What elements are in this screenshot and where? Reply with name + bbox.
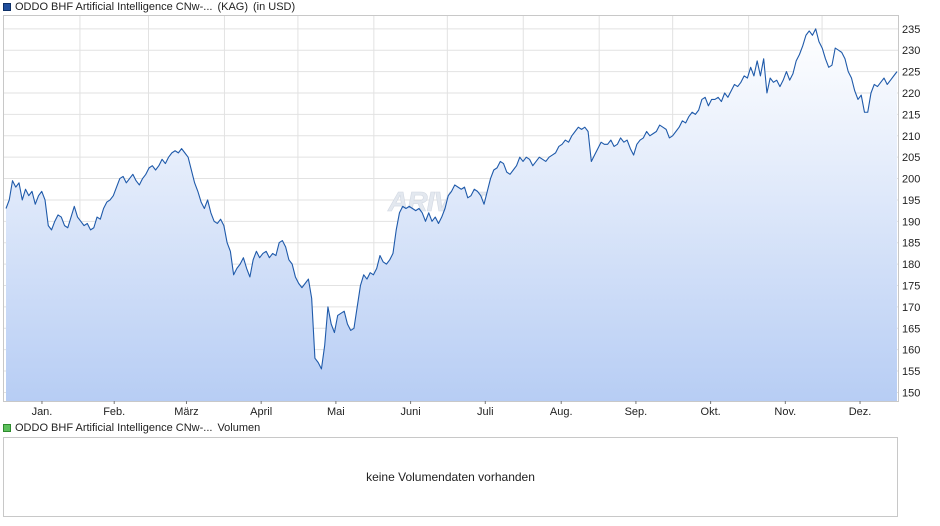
price-chart[interactable]: ARIVA.DE 1501551601651701751801851901952… (0, 15, 940, 419)
volume-legend: ODDO BHF Artificial Intelligence CNw-...… (3, 421, 265, 435)
y-tick-label: 210 (902, 131, 920, 143)
y-tick-label: 235 (902, 24, 920, 36)
y-axis: 150 155 160 165 170 175 180 185 190 195 200 205 210 2… (902, 24, 920, 400)
price-area-fill (6, 28, 897, 402)
y-tick-label: 185 (902, 238, 920, 250)
x-tick-label: Feb. (103, 406, 125, 418)
price-series-line (5, 28, 898, 370)
volume-legend-name: ODDO BHF Artificial Intelligence CNw-... (15, 422, 213, 434)
price-legend-currency: (in USD) (253, 1, 296, 13)
x-axis: Jan. Feb. März April Mai Juni Juli Aug. Sep. Okt.… (32, 401, 872, 418)
y-tick-label: 160 (902, 345, 920, 357)
x-tick-label: Sep. (625, 406, 648, 418)
x-tick-label: Aug. (550, 406, 573, 418)
y-tick-label: 230 (902, 45, 920, 57)
x-tick-label: Dez. (849, 406, 872, 418)
y-tick-label: 215 (902, 109, 920, 121)
no-volume-message: keine Volumendaten vorhanden (366, 470, 535, 484)
y-tick-label: 220 (902, 88, 920, 100)
y-tick-label: 170 (902, 302, 920, 314)
x-tick-label: Juli (477, 406, 494, 418)
x-tick-label: Juni (400, 406, 420, 418)
y-tick-label: 150 (902, 387, 920, 399)
y-tick-label: 225 (902, 67, 920, 79)
x-tick-label: Okt. (701, 406, 721, 418)
y-tick-label: 165 (902, 323, 920, 335)
y-tick-label: 155 (902, 366, 920, 378)
volume-legend-label: Volumen (217, 422, 261, 434)
y-tick-label: 190 (902, 216, 920, 228)
price-legend-source: (KAG) (217, 1, 248, 13)
y-tick-label: 180 (902, 259, 920, 271)
price-legend: ODDO BHF Artificial Intelligence CNw-...… (3, 0, 300, 14)
volume-panel: keine Volumendaten vorhanden (3, 437, 898, 517)
x-tick-label: April (250, 406, 272, 418)
x-tick-label: Nov. (774, 406, 796, 418)
price-legend-name: ODDO BHF Artificial Intelligence CNw-... (15, 1, 213, 13)
x-tick-label: Mai (327, 406, 345, 418)
volume-legend-swatch (3, 424, 11, 432)
y-tick-label: 200 (902, 174, 920, 186)
y-tick-label: 195 (902, 195, 920, 207)
y-tick-label: 175 (902, 281, 920, 293)
x-tick-label: Jan. (32, 406, 53, 418)
x-tick-label: März (174, 406, 198, 418)
y-tick-label: 205 (902, 152, 920, 164)
price-legend-swatch (3, 3, 11, 11)
